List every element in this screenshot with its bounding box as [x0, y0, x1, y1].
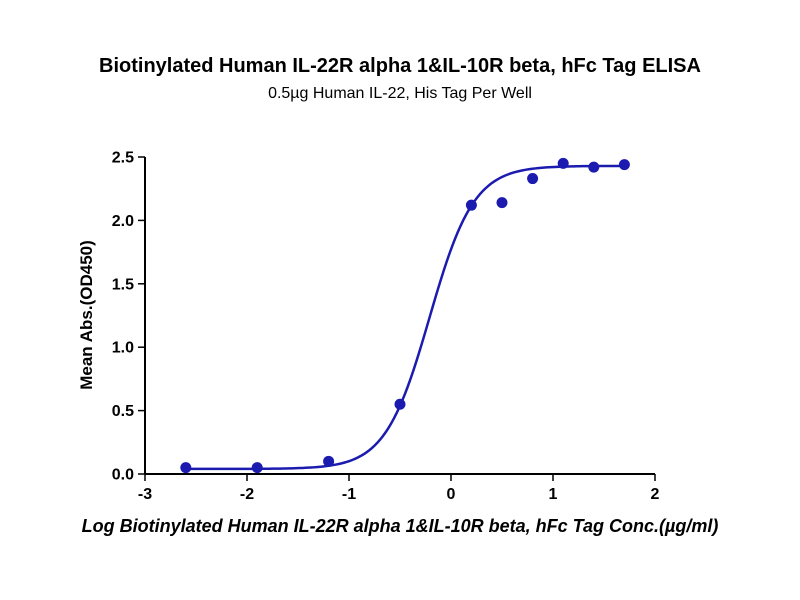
data-point [588, 161, 600, 173]
data-point [251, 462, 263, 474]
y-tick-label: 2.5 [112, 150, 134, 167]
data-point [465, 199, 477, 211]
x-tick-label: -3 [138, 486, 152, 503]
y-tick-label: 1.0 [112, 340, 134, 357]
y-axis-title: Mean Abs.(OD450) [77, 240, 96, 390]
y-tick-label: 0.5 [112, 403, 134, 420]
y-tick-label: 1.5 [112, 276, 134, 293]
x-tick-label: -1 [342, 486, 356, 503]
data-point [323, 455, 335, 467]
fit-curve [183, 164, 627, 471]
data-point [394, 398, 406, 410]
data-point [180, 462, 192, 474]
data-point [618, 159, 630, 171]
data-point [557, 157, 569, 169]
chart-subtitle: 0.5µg Human IL-22, His Tag Per Well [268, 85, 532, 102]
x-tick-label: 2 [651, 486, 660, 503]
x-axis-title: Log Biotinylated Human IL-22R alpha 1&IL… [81, 516, 719, 536]
x-tick-label: 1 [549, 486, 558, 503]
x-tick-label: 0 [447, 486, 456, 503]
data-point [496, 197, 508, 209]
y-tick-label: 2.0 [112, 213, 134, 230]
y-tick-label: 0.0 [112, 467, 134, 484]
chart-title: Biotinylated Human IL-22R alpha 1&IL-10R… [99, 55, 701, 77]
data-point [527, 173, 539, 185]
x-tick-label: -2 [240, 486, 254, 503]
